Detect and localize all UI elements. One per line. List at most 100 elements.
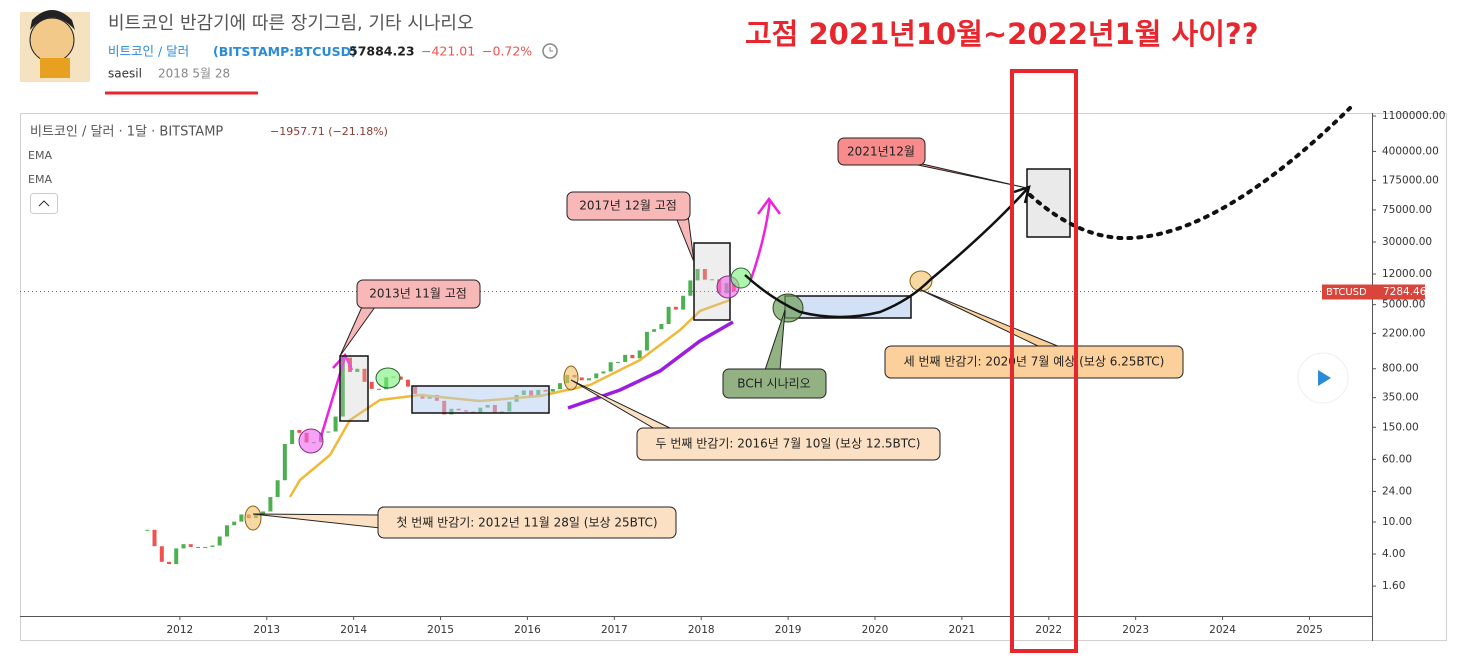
candle	[203, 546, 208, 548]
x-tick-label: 2023	[1122, 624, 1149, 636]
callouts: 2013년 11월 고점 2017년 12월 고점 2021년12월 BCH 시…	[252, 137, 1184, 539]
candle	[297, 429, 302, 433]
candle	[623, 354, 628, 363]
alert-icon[interactable]	[542, 43, 558, 59]
change-pct: −0.72%	[482, 44, 532, 59]
ticker-link[interactable]: (BITSTAMP:BTCUSD)	[213, 44, 357, 59]
candle	[174, 548, 179, 565]
callout-text: 2021년12월	[847, 145, 915, 159]
ticker[interactable]: BITSTAMP:BTCUSD	[219, 44, 351, 59]
x-tick-label: 2022	[1035, 624, 1062, 636]
candle	[167, 561, 172, 565]
y-tick-label: 4.00	[1382, 548, 1405, 560]
callout-text: BCH 시나리오	[737, 377, 810, 391]
collapse-button[interactable]	[30, 193, 58, 214]
candle	[333, 416, 338, 432]
candle	[398, 376, 403, 380]
candle	[275, 480, 280, 498]
candle	[369, 381, 374, 389]
y-tick-label: 75000.00	[1382, 204, 1432, 216]
x-tick-label: 2012	[167, 624, 194, 636]
candle	[630, 354, 635, 359]
candle	[355, 368, 360, 372]
y-tick-label: 1100000.00	[1382, 110, 1445, 122]
y-tick-label: 150.00	[1382, 421, 1419, 433]
change: −421.01	[421, 44, 475, 59]
headline: 고점 2021년10월~2022년1월 사이??	[745, 17, 1259, 51]
candle	[586, 378, 591, 381]
candle	[159, 546, 164, 562]
y-tick-label: 60.00	[1382, 453, 1412, 465]
candle	[695, 269, 700, 281]
y-tick-label: 175000.00	[1382, 174, 1439, 186]
symbol-link[interactable]: 비트코인 / 달러	[108, 44, 189, 59]
x-tick-label: 2013	[253, 624, 280, 636]
candle	[702, 269, 707, 280]
candle	[644, 331, 649, 351]
candle	[652, 329, 657, 332]
y-tick-label: 2200.00	[1382, 327, 1425, 339]
candle	[659, 324, 664, 330]
candle	[666, 306, 671, 325]
idea-title: 비트코인 반감기에 따른 장기그림, 기타 시나리오	[108, 13, 474, 34]
indicator[interactable]: EMA	[28, 149, 52, 162]
candle	[261, 511, 266, 515]
plot: 1100000.00 400000.00 175000.00 75000.00 3000…	[20, 110, 1445, 636]
callout-text: 첫 번째 반감기: 2012년 11월 28일 (보상 25BTC)	[396, 516, 657, 530]
candle	[217, 536, 222, 546]
chart-frame	[20, 113, 1447, 641]
candle	[195, 546, 200, 548]
x-tick-label: 2014	[340, 624, 367, 636]
candle	[210, 545, 215, 547]
candle	[224, 525, 229, 537]
candle	[594, 373, 599, 379]
x-tick-label: 2025	[1296, 624, 1323, 636]
candle	[637, 350, 642, 359]
candle	[688, 280, 693, 296]
x-tick-label: 2020	[862, 624, 889, 636]
candle	[340, 357, 345, 417]
candle	[268, 497, 273, 512]
y-tick-label: 10.00	[1382, 516, 1412, 528]
candle	[681, 295, 686, 310]
candle	[615, 362, 620, 364]
legend-title: 비트코인 / 달러 · 1달 · BITSTAMP	[30, 125, 223, 140]
y-tick-label: 24.00	[1382, 485, 1412, 497]
avatar	[20, 10, 90, 82]
candle	[181, 544, 186, 549]
callout-text: 2017년 12월 고점	[579, 199, 677, 213]
legend-change: −1957.71 (−21.18%)	[270, 125, 388, 138]
play-button[interactable]	[1297, 352, 1349, 404]
x-tick-label: 2019	[775, 624, 802, 636]
last-price-name: BTCUSD	[1326, 287, 1367, 298]
author[interactable]: saesil	[108, 67, 142, 81]
x-tick-label: 2016	[514, 624, 541, 636]
candle	[608, 362, 613, 372]
price: 57884.23	[349, 44, 415, 59]
drawings	[244, 106, 1352, 531]
candle	[188, 544, 193, 547]
x-tick-label: 2017	[601, 624, 628, 636]
candle	[710, 279, 715, 281]
candle	[239, 514, 244, 522]
x-tick-label: 2021	[949, 624, 976, 636]
highlight-box	[1010, 69, 1078, 653]
candle	[290, 429, 295, 445]
date: 2018 5월 28	[158, 67, 230, 81]
y-tick-label: 350.00	[1382, 392, 1419, 404]
indicator[interactable]: EMA	[28, 173, 52, 186]
x-tick-label: 2024	[1209, 624, 1236, 636]
y-tick-label: 1.60	[1382, 580, 1405, 592]
candle	[282, 444, 287, 481]
candle	[405, 379, 410, 387]
candle	[232, 521, 237, 526]
y-tick-label: 12000.00	[1382, 268, 1432, 280]
y-tick-label: 5000.00	[1382, 299, 1425, 311]
candle	[673, 306, 678, 310]
callout-text: 세 번째 반감기: 2020년 7월 예상 (보상 6.25BTC)	[904, 355, 1165, 369]
candle	[152, 529, 157, 547]
candle	[601, 371, 606, 374]
candle	[362, 368, 367, 382]
